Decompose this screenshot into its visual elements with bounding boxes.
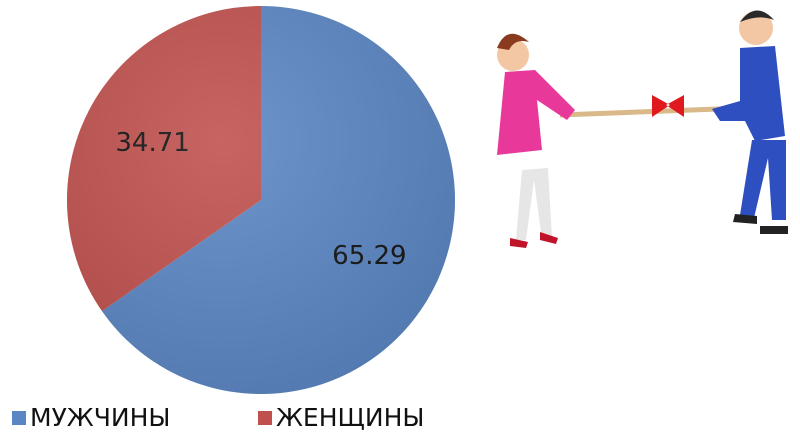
legend-swatch bbox=[258, 411, 272, 425]
data-label: 34.71 bbox=[115, 128, 189, 158]
legend-label: МУЖЧИНЫ bbox=[30, 403, 170, 432]
legend: МУЖЧИНЫ ЖЕНЩИНЫ bbox=[12, 403, 424, 432]
data-label: 65.29 bbox=[332, 241, 406, 271]
illustration bbox=[497, 10, 788, 248]
pie: 65.29 34.71 bbox=[67, 6, 455, 394]
legend-swatch bbox=[12, 411, 26, 425]
page: 65.2934.71 МУЖЧИНЫЖЕНЩИНЫ (() => { const… bbox=[0, 0, 800, 437]
legend-label: ЖЕНЩИНЫ bbox=[276, 403, 424, 432]
chart: 65.29 34.71 МУЖЧИНЫ ЖЕНЩИНЫ bbox=[0, 0, 800, 437]
